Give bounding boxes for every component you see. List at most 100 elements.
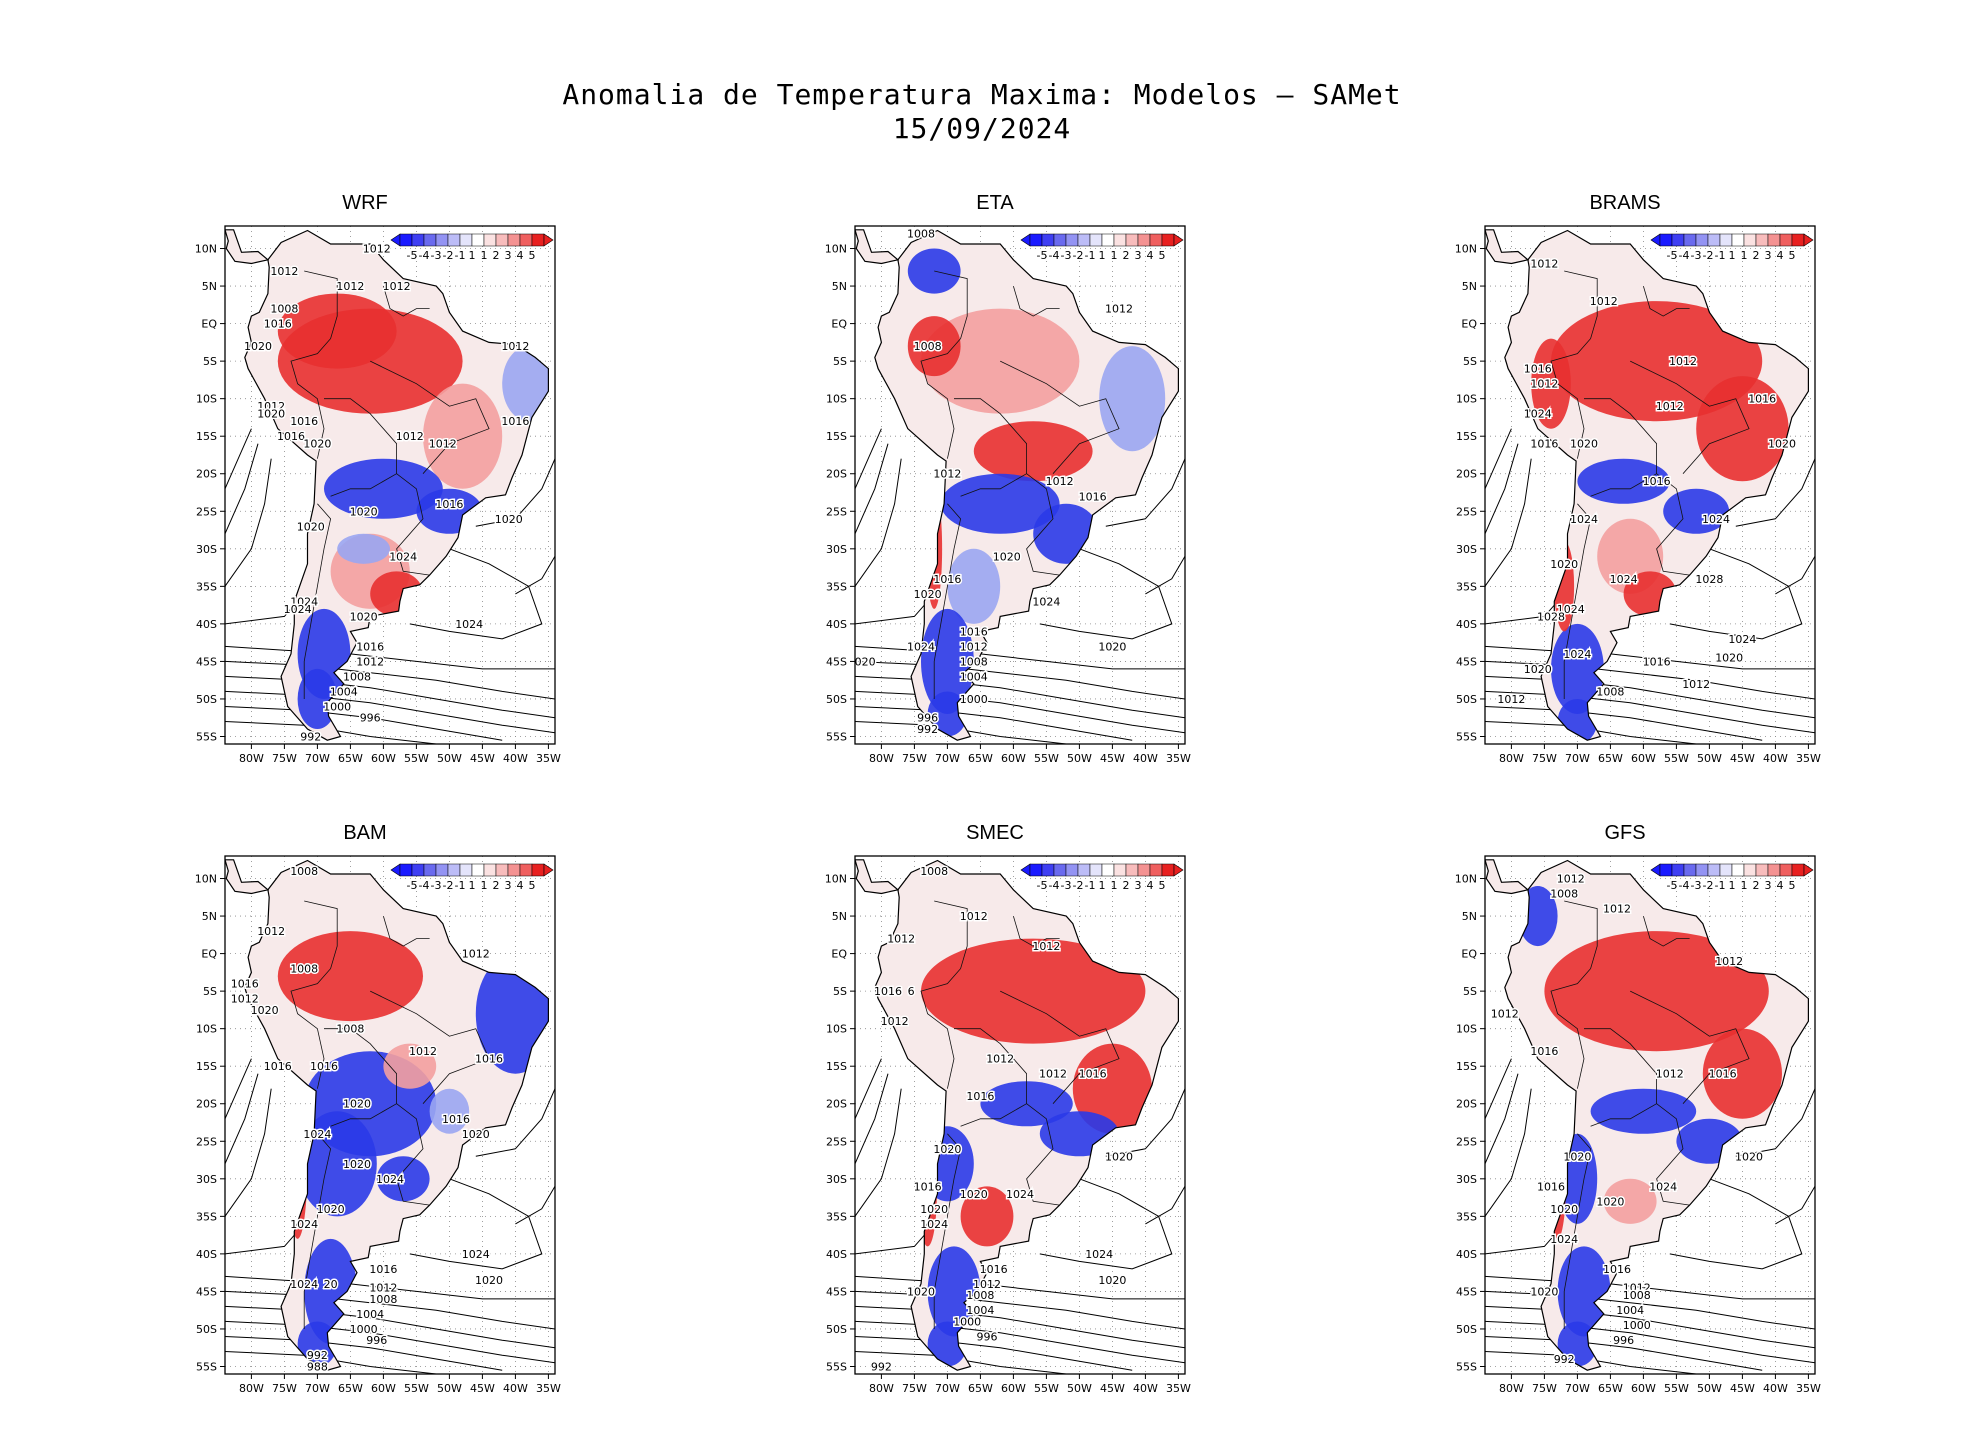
legend-label: 5: [1159, 879, 1166, 892]
country-border: [1013, 915, 1060, 947]
legend-swatch: [1659, 233, 1673, 247]
lat-label: 20S: [826, 1098, 847, 1111]
lon-label: 35W: [536, 1382, 561, 1395]
lon-label: 45W: [1730, 1382, 1755, 1395]
isobar-label: 1016: [1643, 475, 1671, 488]
isobar-label: 1016: [1643, 655, 1671, 668]
legend-swatch: [1755, 233, 1769, 247]
coastline: [1504, 229, 1809, 741]
legend-label: -4: [1679, 879, 1690, 892]
legend-swatch: [1149, 233, 1163, 247]
lon-label: 70W: [1565, 1382, 1590, 1395]
legend-label: -2: [1703, 879, 1714, 892]
lat-label: 50S: [196, 1323, 217, 1336]
legend-label: 3: [1765, 879, 1772, 892]
lat-label: 40S: [196, 1248, 217, 1261]
isobar-label: 1012: [409, 1045, 437, 1058]
isobar-label: 1012: [231, 993, 259, 1006]
isobar-label: 1008: [369, 1293, 397, 1306]
isobar-label: 1012: [369, 1282, 397, 1295]
legend-swatch: [411, 863, 425, 877]
map-frame: [224, 855, 556, 1375]
legend-swatch: [1137, 863, 1151, 877]
lat-label: 10S: [196, 1023, 217, 1036]
lat-label: EQ: [831, 318, 847, 331]
legend-swatch: [1089, 863, 1103, 877]
anomaly-region: [376, 1156, 430, 1202]
legend-label: 5: [529, 879, 536, 892]
isobar-line: [1669, 1178, 1803, 1270]
isobar-label: 1016: [231, 978, 259, 991]
anomaly-region: [277, 293, 397, 369]
legend-swatch: [1065, 863, 1079, 877]
isobar-label: 996: [917, 712, 938, 725]
isobar-label: 1012: [1656, 400, 1684, 413]
lat-label: 10S: [196, 393, 217, 406]
isobar-label: 996: [977, 1330, 998, 1343]
lat-label: 30S: [196, 543, 217, 556]
lat-label: 45S: [196, 655, 217, 668]
isobar-label: 1024: [455, 618, 483, 631]
legend-label: -2: [1703, 249, 1714, 262]
country-border: [370, 990, 490, 1104]
legend-label: -2: [1073, 249, 1084, 262]
isobar-label: 1012: [1491, 1008, 1519, 1021]
legend-swatch: [1683, 233, 1697, 247]
country-border: [1656, 1103, 1690, 1206]
legend-label: -2: [443, 879, 454, 892]
lat-label: EQ: [201, 948, 217, 961]
map-frame: [224, 225, 556, 745]
lat-label: 50S: [196, 693, 217, 706]
coastline: [225, 859, 270, 895]
lat-label: 20S: [196, 1098, 217, 1111]
country-border: [1584, 1028, 1657, 1127]
isobar-label: 1004: [960, 670, 988, 683]
isobar-label: 1016: [960, 625, 988, 638]
isobar-label: 992: [871, 1360, 892, 1373]
map-frame: [1484, 225, 1816, 745]
isobar-label: 1016: [435, 498, 463, 511]
anomaly-region: [324, 458, 443, 519]
isobar-label: 1024: [1610, 573, 1638, 586]
anomaly-region: [297, 668, 338, 729]
isobar-label: 996: [1613, 1334, 1634, 1347]
isobar-line: [225, 1088, 272, 1217]
isobar-label: 1012: [270, 265, 298, 278]
isobar-label: 1012: [501, 340, 529, 353]
map-frame: [1484, 855, 1816, 1375]
lat-label: EQ: [201, 318, 217, 331]
anomaly-region: [921, 938, 1146, 1044]
isobar-line: [855, 1336, 1133, 1371]
lat-label: 25S: [826, 1135, 847, 1148]
lat-label: 5S: [833, 355, 847, 368]
lon-label: 55W: [1664, 1382, 1689, 1395]
lat-label: 25S: [196, 505, 217, 518]
lat-label: 55S: [196, 1360, 217, 1373]
legend-label: 3: [1135, 879, 1142, 892]
lon-label: 80W: [239, 752, 264, 765]
lat-label: 5N: [1462, 280, 1477, 293]
lat-label: 30S: [1456, 1173, 1477, 1186]
isobar-label: 996: [360, 712, 381, 725]
isobar-label: 1020: [914, 588, 942, 601]
panel-smec: SMEC 1008 1012 1012 1012 1016 6 1012 1012 1012 10…: [795, 822, 1195, 1395]
legend-arrow-right: [1803, 233, 1814, 247]
legend-arrow-right: [1173, 863, 1184, 877]
isobar-line: [225, 458, 272, 587]
panel-eta: ETA 1008 1012 1008 1012 1012 1016 1020 1016 1020…: [795, 192, 1195, 765]
isobar-label: 992: [300, 730, 321, 743]
lat-label: 10N: [195, 873, 217, 886]
legend-swatch: [459, 233, 473, 247]
lat-label: EQ: [1461, 948, 1477, 961]
lat-label: 5S: [833, 985, 847, 998]
coastline: [1504, 859, 1809, 1371]
lat-label: 5S: [1463, 985, 1477, 998]
legend-label: -5: [407, 249, 418, 262]
legend-label: 2: [1123, 879, 1130, 892]
isobar-label: 1016: [1748, 393, 1776, 406]
legend-arrow-right: [543, 233, 554, 247]
legend-swatch: [1029, 233, 1043, 247]
isobar-label: 1016: [966, 1090, 994, 1103]
panel-title: BAM: [343, 822, 387, 844]
